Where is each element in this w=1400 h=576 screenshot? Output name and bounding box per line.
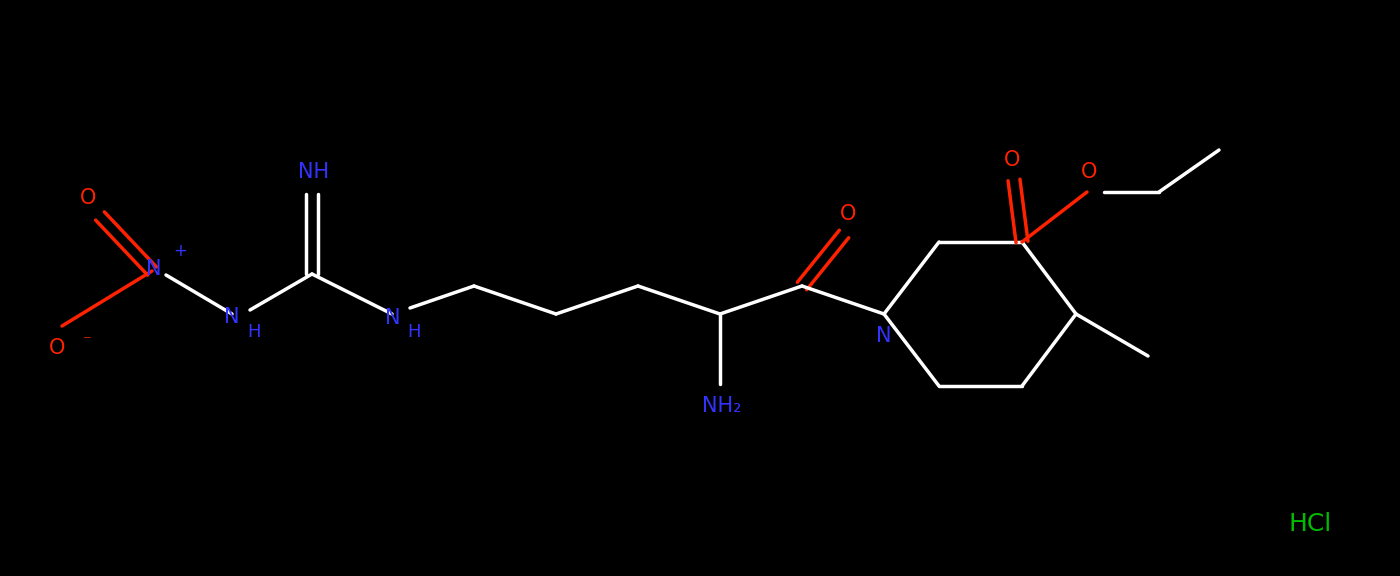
Text: O: O — [49, 338, 66, 358]
Text: N: N — [146, 259, 162, 279]
Text: O: O — [80, 188, 97, 208]
Text: O: O — [1081, 162, 1098, 182]
Text: N: N — [385, 308, 400, 328]
Text: NH: NH — [298, 162, 329, 182]
Text: +: + — [174, 242, 188, 260]
Text: N: N — [224, 307, 239, 327]
Text: H: H — [407, 323, 421, 341]
Text: ⁻: ⁻ — [83, 332, 91, 350]
Text: HCl: HCl — [1288, 512, 1331, 536]
Text: NH₂: NH₂ — [703, 396, 742, 416]
Text: O: O — [840, 204, 857, 224]
Text: N: N — [876, 326, 892, 346]
Text: H: H — [248, 323, 260, 341]
Text: O: O — [1004, 150, 1021, 170]
